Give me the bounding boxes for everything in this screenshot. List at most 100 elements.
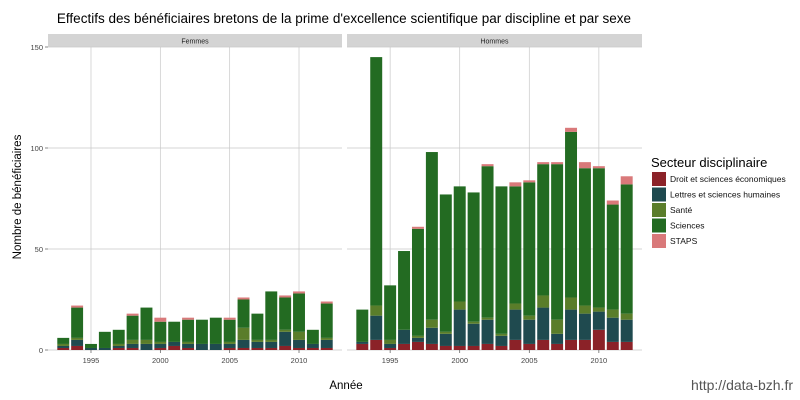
bar-segment-sciences — [320, 303, 333, 338]
bar-segment-staps — [71, 305, 84, 308]
bar-segment-sante — [537, 295, 550, 308]
legend-item: Lettres et sciences humaines — [652, 187, 780, 202]
bar-segment-droit-et-sciences-economiques — [356, 343, 369, 350]
bar-segment-lettres-et-sciences-humaines — [112, 345, 125, 348]
bar-segment-sante — [495, 333, 508, 336]
bar-segment-lettres-et-sciences-humaines — [411, 337, 424, 342]
bar-segment-droit-et-sciences-economiques — [168, 345, 181, 350]
legend-title: Secteur disciplinaire — [651, 155, 767, 170]
bar-segment-droit-et-sciences-economiques — [606, 341, 619, 350]
legend-label: STAPS — [670, 236, 698, 246]
bar-segment-lettres-et-sciences-humaines — [592, 311, 605, 330]
bar-segment-sciences — [112, 329, 125, 344]
bar-segment-lettres-et-sciences-humaines — [85, 347, 97, 350]
bar-segment-lettres-et-sciences-humaines — [356, 341, 369, 344]
bar-segment-sciences — [265, 291, 278, 340]
bar-segment-sante — [551, 319, 564, 334]
legend-label: Lettres et sciences humaines — [670, 190, 780, 200]
bar-segment-staps — [126, 313, 139, 316]
bar-segment-lettres-et-sciences-humaines — [251, 341, 264, 348]
bar-segment-lettres-et-sciences-humaines — [209, 343, 222, 350]
bar-segment-lettres-et-sciences-humaines — [439, 333, 452, 346]
bar-segment-sciences — [439, 194, 452, 332]
bar-segment-sciences — [251, 313, 264, 340]
bar-segment-lettres-et-sciences-humaines — [154, 343, 167, 348]
bar-segment-droit-et-sciences-economiques — [384, 347, 397, 350]
bar-segment-droit-et-sciences-economiques — [223, 347, 236, 350]
bar-segment-sante — [467, 321, 480, 324]
bars — [356, 57, 633, 350]
bar-segment-lettres-et-sciences-humaines — [384, 343, 397, 348]
bar-segment-droit-et-sciences-economiques — [126, 347, 139, 350]
legend-label: Santé — [670, 205, 692, 215]
bar-segment-sante — [523, 315, 536, 320]
bar-segment-sciences — [140, 307, 153, 340]
bar-segment-sciences — [495, 186, 508, 334]
bar-segment-sciences — [384, 285, 397, 340]
bar-segment-staps — [592, 166, 605, 169]
bar-segment-lettres-et-sciences-humaines — [168, 341, 181, 346]
bar-segment-droit-et-sciences-economiques — [182, 347, 195, 350]
bar-segment-lettres-et-sciences-humaines — [551, 333, 564, 344]
bar-segment-sciences — [453, 186, 466, 302]
legend-item: Droit et sciences économiques — [652, 172, 786, 186]
bar-segment-sciences — [565, 131, 578, 298]
bar-segment-droit-et-sciences-economiques — [481, 343, 494, 350]
bar-segment-droit-et-sciences-economiques — [237, 347, 250, 350]
bar-segment-sciences — [237, 299, 250, 328]
bar-segment-sciences — [551, 164, 564, 320]
bar-segment-lettres-et-sciences-humaines — [306, 343, 319, 348]
bar-segment-sciences — [620, 184, 633, 314]
bar-segment-droit-et-sciences-economiques — [265, 347, 278, 350]
bar-segment-lettres-et-sciences-humaines — [523, 319, 536, 344]
bar-segment-staps — [509, 182, 522, 187]
bar-segment-lettres-et-sciences-humaines — [293, 339, 305, 348]
bar-segment-droit-et-sciences-economiques — [620, 341, 633, 350]
bar-segment-sciences — [606, 204, 619, 310]
bar-segment-droit-et-sciences-economiques — [306, 347, 319, 350]
bar-segment-staps — [578, 162, 591, 169]
bar-segment-droit-et-sciences-economiques — [112, 347, 125, 350]
bar-segment-sante — [279, 329, 292, 332]
bar-segment-sciences — [279, 297, 292, 330]
bar-segment-sante — [251, 339, 264, 342]
bar-segment-sante — [57, 343, 70, 346]
bar-segment-droit-et-sciences-economiques — [279, 345, 292, 350]
facet-strip-label: Femmes — [181, 39, 209, 46]
bar-segment-droit-et-sciences-economiques — [411, 341, 424, 350]
bar-segment-droit-et-sciences-economiques — [425, 343, 438, 350]
legend: Secteur disciplinaire Droit et sciences … — [651, 155, 786, 248]
bar-segment-sante — [578, 305, 591, 314]
bar-segment-droit-et-sciences-economiques — [71, 345, 84, 350]
bar-segment-staps — [565, 127, 578, 132]
bar-segment-sciences — [306, 329, 319, 344]
x-tick-label: 2000 — [451, 356, 468, 365]
bar-segment-staps — [223, 317, 236, 320]
bar-segment-droit-et-sciences-economiques — [370, 339, 383, 350]
bar-segment-lettres-et-sciences-humaines — [195, 343, 208, 350]
bar-segment-sciences — [182, 319, 195, 342]
bar-segment-droit-et-sciences-economiques — [578, 339, 591, 350]
bar-segment-sciences — [195, 319, 208, 344]
bar-segment-sante — [71, 337, 84, 340]
bar-segment-sciences — [509, 186, 522, 304]
chart-title: Effectifs des bénéficiaires bretons de l… — [57, 11, 631, 26]
legend-label: Sciences — [670, 221, 705, 231]
bar-segment-sciences — [71, 307, 84, 338]
bar-segment-sante — [223, 341, 236, 344]
bar-segment-lettres-et-sciences-humaines — [126, 343, 139, 348]
bar-segment-lettres-et-sciences-humaines — [320, 339, 333, 348]
bar-segment-lettres-et-sciences-humaines — [453, 309, 466, 346]
bar-segment-sciences — [356, 309, 369, 342]
legend-item: STAPS — [652, 234, 698, 248]
x-tick-label: 2005 — [221, 356, 238, 365]
bar-segment-lettres-et-sciences-humaines — [98, 347, 111, 350]
legend-item: Sciences — [652, 218, 705, 233]
legend-swatch — [652, 172, 666, 186]
bar-segment-staps — [293, 291, 305, 294]
bar-segment-lettres-et-sciences-humaines — [509, 309, 522, 340]
bar-segment-sciences — [411, 228, 424, 336]
bar-segment-sciences — [592, 168, 605, 308]
bar-segment-sante — [384, 339, 397, 344]
bar-segment-lettres-et-sciences-humaines — [265, 341, 278, 348]
